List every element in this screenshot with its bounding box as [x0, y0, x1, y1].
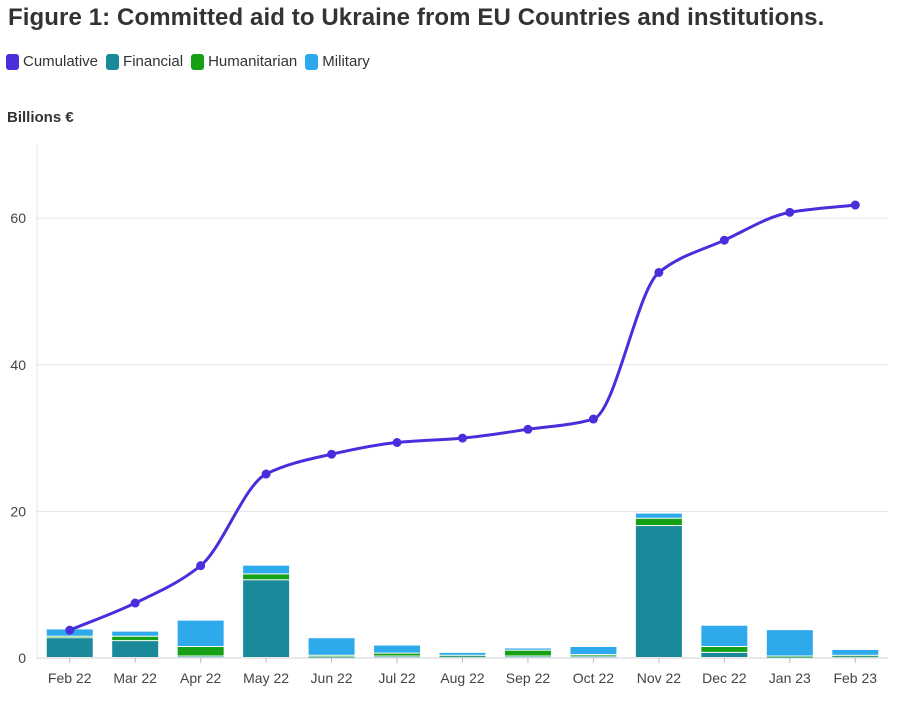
cumulative-line [69, 203, 856, 632]
x-tick-label: Jan 23 [769, 670, 811, 686]
cumulative-point-jun-22 [327, 449, 337, 459]
y-tick-label: 40 [10, 357, 26, 373]
bar-military-dec-22 [701, 625, 748, 647]
bar-military-jan-23 [766, 630, 813, 656]
bar-financial-mar-22 [112, 641, 159, 657]
legend-label-cumulative: Cumulative [23, 53, 99, 70]
y-tick-label: 0 [18, 650, 26, 666]
legend-label-humanitarian: Humanitarian [208, 53, 298, 70]
bar-military-feb-23 [832, 649, 879, 655]
bar-financial-oct-22 [570, 656, 617, 658]
bar-humanitarian-aug-22 [439, 655, 486, 657]
bar-humanitarian-jan-23 [766, 656, 813, 658]
bar-humanitarian-nov-22 [635, 518, 682, 526]
legend-swatch-military [305, 53, 319, 70]
x-tick-label: Sep 22 [506, 670, 551, 686]
bar-military-sep-22 [504, 648, 551, 650]
bar-financial-feb-22 [46, 638, 93, 657]
cumulative-point-feb-22 [65, 625, 75, 635]
cumulative-point-sep-22 [523, 424, 533, 434]
bar-financial-jun-22 [308, 657, 355, 658]
bar-military-apr-22 [177, 620, 224, 647]
bar-humanitarian-jun-22 [308, 655, 355, 657]
bar-humanitarian-oct-22 [570, 655, 617, 656]
bar-humanitarian-feb-22 [46, 636, 93, 638]
bar-financial-nov-22 [635, 526, 682, 657]
cumulative-point-aug-22 [458, 433, 467, 443]
legend-item-humanitarian[interactable]: Humanitarian [191, 53, 297, 70]
bar-humanitarian-sep-22 [504, 650, 551, 656]
bar-humanitarian-may-22 [243, 574, 290, 580]
legend-item-military[interactable]: Military [305, 53, 370, 70]
x-tick-label: Mar 22 [113, 670, 157, 686]
cumulative-point-jul-22 [392, 437, 402, 447]
bar-humanitarian-feb-23 [832, 655, 879, 657]
cumulative-point-oct-22 [588, 414, 598, 424]
bar-military-jul-22 [374, 645, 421, 653]
bar-military-nov-22 [635, 513, 682, 518]
bar-financial-apr-22 [177, 656, 224, 658]
legend-item-financial[interactable]: Financial [106, 53, 183, 70]
legend-swatch-humanitarian [191, 53, 205, 70]
y-tick-label: 20 [10, 503, 26, 519]
bar-financial-jan-23 [766, 657, 813, 658]
bar-humanitarian-jul-22 [374, 653, 421, 656]
chart-title: Figure 1: Committed aid to Ukraine from … [8, 4, 825, 31]
bar-military-aug-22 [439, 652, 486, 655]
bar-financial-feb-23 [832, 656, 879, 658]
bar-financial-dec-22 [701, 652, 748, 657]
bar-military-may-22 [243, 565, 290, 574]
legend-label-military: Military [322, 53, 370, 70]
x-tick-label: Apr 22 [180, 670, 221, 686]
legend: Cumulative Financial Humanitarian Milita… [6, 53, 378, 70]
bar-military-jun-22 [308, 638, 355, 655]
y-axis-label: Billions € [7, 109, 74, 126]
x-tick-label: Jul 22 [378, 670, 416, 686]
bar-military-oct-22 [570, 647, 617, 655]
cumulative-point-nov-22 [654, 267, 664, 277]
legend-label-financial: Financial [123, 53, 184, 70]
bar-humanitarian-apr-22 [177, 647, 224, 656]
bar-humanitarian-dec-22 [701, 647, 748, 652]
x-tick-label: Aug 22 [440, 670, 485, 686]
bar-financial-sep-22 [504, 656, 551, 658]
x-tick-label: Nov 22 [637, 670, 682, 686]
y-tick-label: 60 [10, 210, 26, 226]
bar-financial-aug-22 [439, 656, 486, 658]
cumulative-point-jan-23 [785, 207, 795, 217]
bar-financial-may-22 [243, 580, 290, 657]
cumulative-point-apr-22 [196, 561, 206, 571]
legend-swatch-cumulative [6, 53, 19, 70]
x-tick-label: Jun 22 [311, 670, 353, 686]
cumulative-point-feb-23 [850, 200, 860, 210]
bar-financial-jul-22 [374, 656, 421, 658]
x-tick-label: Feb 23 [833, 670, 877, 686]
x-tick-label: Feb 22 [48, 670, 92, 686]
legend-item-cumulative[interactable]: Cumulative [6, 53, 98, 70]
bar-humanitarian-mar-22 [112, 636, 159, 641]
x-tick-label: Dec 22 [702, 670, 747, 686]
x-tick-label: May 22 [243, 670, 289, 686]
bar-military-mar-22 [112, 631, 159, 636]
cumulative-point-mar-22 [130, 598, 140, 608]
cumulative-point-may-22 [261, 469, 271, 479]
cumulative-point-dec-22 [719, 235, 729, 245]
x-tick-label: Oct 22 [573, 670, 614, 686]
legend-swatch-financial [106, 53, 120, 70]
